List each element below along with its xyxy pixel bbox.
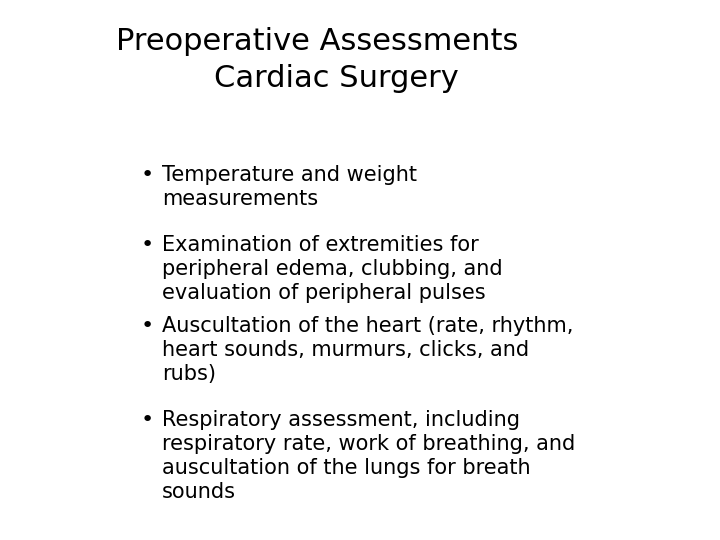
Text: Examination of extremities for
peripheral edema, clubbing, and
evaluation of per: Examination of extremities for periphera… (162, 235, 503, 303)
Text: •: • (140, 410, 153, 430)
Text: Respiratory assessment, including
respiratory rate, work of breathing, and
auscu: Respiratory assessment, including respir… (162, 410, 575, 502)
Text: Temperature and weight
measurements: Temperature and weight measurements (162, 165, 417, 208)
Text: •: • (140, 165, 153, 185)
Text: Auscultation of the heart (rate, rhythm,
heart sounds, murmurs, clicks, and
rubs: Auscultation of the heart (rate, rhythm,… (162, 316, 573, 384)
Text: Preoperative Assessments
    Cardiac Surgery: Preoperative Assessments Cardiac Surgery (116, 27, 518, 93)
Text: •: • (140, 235, 153, 255)
Text: •: • (140, 316, 153, 336)
